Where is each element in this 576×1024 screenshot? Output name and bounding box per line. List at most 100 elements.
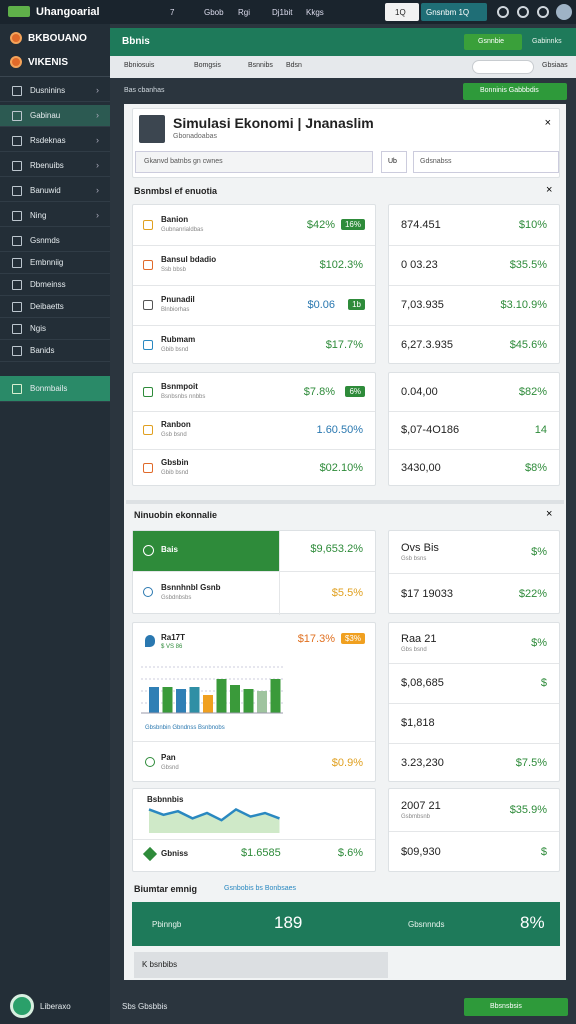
profile-title: Simulasi Ekonomi | Jnanaslim — [173, 115, 374, 131]
nav-link[interactable]: Bonmbails — [0, 376, 110, 402]
row-icon — [143, 340, 153, 350]
sidebar-footer: Liberaxo — [40, 1002, 71, 1011]
nav-link[interactable]: Banids — [0, 340, 110, 362]
nav-label[interactable]: Embnniig — [30, 258, 64, 267]
nav-icon — [12, 384, 22, 394]
nav-link[interactable]: Ning › — [0, 205, 110, 227]
stat-pct: $8% — [524, 462, 547, 474]
nav-link[interactable]: Dbmeinss — [0, 274, 110, 296]
nav-item[interactable]: Gbob — [204, 8, 224, 17]
row-value: $102.3% — [319, 259, 363, 271]
header-title: Bbnis — [122, 36, 150, 47]
nav-link[interactable]: Rbenuibs › — [0, 155, 110, 177]
nav-label[interactable]: Ning — [30, 211, 47, 220]
nav-link[interactable]: Banuwid › — [0, 180, 110, 202]
nav-item[interactable]: Rgi — [238, 8, 251, 17]
nav-link[interactable]: Gabinau › — [0, 105, 110, 127]
row-icon — [145, 635, 155, 647]
toolbar-btn-text[interactable]: Bonninis Gabbbdis — [480, 87, 539, 94]
nav-label[interactable]: Gabinau — [30, 111, 61, 120]
row-icon — [143, 545, 154, 556]
filter[interactable]: Bbniosuis — [124, 62, 155, 69]
summary-btn-text[interactable]: K bsnbibs — [142, 960, 178, 969]
nav-link[interactable]: Rsdeknas › — [0, 130, 110, 152]
nav-label[interactable]: Ngis — [30, 324, 47, 333]
row-badge: 1b — [348, 299, 365, 310]
select-text[interactable]: Gdsnabss — [420, 158, 452, 165]
nav-label[interactable]: Banuwid — [30, 186, 61, 195]
unit-box[interactable]: Ub — [381, 151, 407, 173]
icon[interactable] — [497, 6, 509, 18]
nav-label[interactable]: Dbmeinss — [30, 280, 66, 289]
summary-link[interactable]: Gsnbobis bs Bonbsaes — [224, 885, 296, 892]
nav-label[interactable]: Gsnmds — [30, 236, 60, 245]
row-value: $02.10% — [319, 462, 363, 474]
nav-label[interactable]: Deibaetts — [30, 302, 64, 311]
nav-link[interactable]: Embnniig — [0, 252, 110, 274]
filter[interactable]: Bdsn — [286, 62, 302, 69]
avatar-top[interactable] — [556, 4, 572, 20]
nav-item[interactable]: Dj1bit — [272, 8, 293, 17]
header-btn-text[interactable]: Gsnnbie — [478, 38, 505, 45]
select[interactable]: Gdsnabss — [413, 151, 559, 173]
line-chart — [148, 807, 280, 833]
divider — [133, 411, 375, 412]
stat-value: 7,03.935 — [401, 299, 444, 311]
nav-link[interactable]: Dusninins › — [0, 80, 110, 102]
nav-item[interactable]: 7 — [170, 8, 175, 17]
stat-value: 0 03.23 — [401, 259, 438, 271]
nav-label[interactable]: Rsdeknas — [30, 136, 66, 145]
icon[interactable] — [537, 6, 549, 18]
nav-label[interactable]: Banids — [30, 346, 55, 355]
stat-value: 6,27.3.935 — [401, 339, 453, 351]
filter[interactable]: Bsnnibs — [248, 62, 273, 69]
row-sub: Gbib bsnd — [161, 347, 189, 353]
line — [148, 807, 280, 822]
filter[interactable]: Bomgsis — [194, 62, 221, 69]
filter-search[interactable] — [472, 60, 534, 74]
nav-label[interactable]: Rbenuibs — [30, 161, 64, 170]
row-name: Bsnnhnbl Gsnb — [161, 583, 221, 592]
divider — [133, 285, 375, 286]
nav-item[interactable]: Kkgs — [306, 8, 324, 17]
sidebar — [0, 24, 110, 1024]
unit[interactable]: Ub — [388, 158, 397, 165]
search-input[interactable]: Gkanvd batnbs gn cwnes — [135, 151, 373, 173]
icon[interactable] — [517, 6, 529, 18]
stat-pct: $82% — [518, 386, 547, 398]
summary-btn[interactable] — [134, 952, 388, 978]
row-badge: 16% — [340, 219, 365, 230]
nav-label[interactable]: Bonmbails — [30, 384, 68, 393]
divider — [133, 839, 375, 840]
nav-link[interactable]: Ngis — [0, 318, 110, 340]
filter-link[interactable]: Gbsiaas — [542, 62, 568, 69]
account-btn[interactable] — [421, 3, 487, 21]
bar — [162, 687, 173, 713]
stat-pct: $3.10.9% — [500, 299, 547, 311]
toolbar-btn[interactable] — [463, 83, 567, 100]
row-value: $0.9% — [331, 757, 363, 769]
search-text[interactable]: 1Q — [395, 8, 406, 17]
account-text[interactable]: Gnsnbm 1Q — [426, 8, 470, 17]
header-link[interactable]: Gabinnks — [532, 38, 562, 45]
row-name: Gbniss — [161, 849, 189, 858]
nav-label[interactable]: Dusninins — [30, 86, 66, 95]
chart-value: $17.3% — [297, 633, 335, 645]
bar — [257, 691, 267, 713]
footer-btn[interactable] — [464, 998, 568, 1016]
stat-value: Ovs Bis — [401, 542, 439, 554]
section-panel — [126, 500, 564, 504]
nav-link[interactable]: Gsnmds — [0, 230, 110, 252]
stat-sub: Gsbmbsnb — [401, 814, 431, 820]
header-btn[interactable] — [464, 34, 522, 50]
row-name: Bais — [161, 545, 178, 554]
card: 2007 21 Gsbmbsnb $35.9% $09,930 $ — [388, 788, 560, 872]
stat-value: 2007 21 — [401, 800, 441, 812]
nav-link[interactable]: Deibaetts — [0, 296, 110, 318]
search-placeholder[interactable]: Gkanvd batnbs gn cwnes — [144, 158, 223, 165]
divider — [133, 245, 375, 246]
footer-btn-text[interactable]: Bbsnsbsis — [490, 1003, 522, 1010]
nav-icon — [12, 111, 22, 121]
divider — [133, 741, 375, 742]
